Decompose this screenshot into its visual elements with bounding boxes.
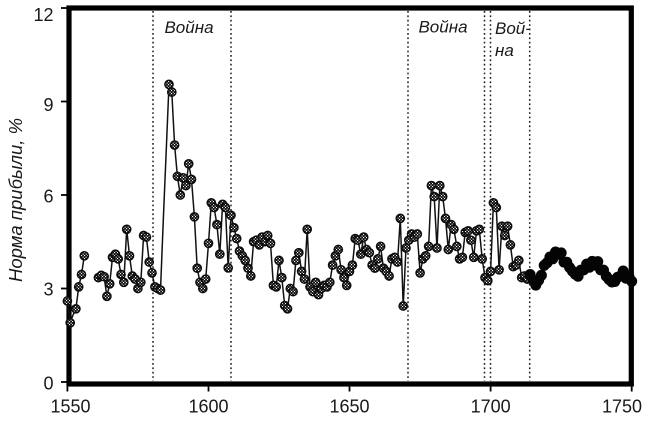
svg-text:9: 9 [43, 95, 53, 115]
svg-text:Война: Война [164, 18, 213, 37]
svg-text:1600: 1600 [188, 397, 228, 417]
svg-text:12: 12 [33, 5, 53, 25]
svg-text:0: 0 [43, 374, 53, 394]
svg-text:1650: 1650 [329, 397, 369, 417]
svg-text:Война: Война [418, 18, 467, 37]
svg-text:на: на [495, 41, 514, 60]
svg-text:Вой-: Вой- [495, 19, 531, 38]
svg-text:1550: 1550 [50, 397, 90, 417]
svg-text:Норма прибыли, %: Норма прибыли, % [5, 118, 26, 282]
svg-text:3: 3 [43, 280, 53, 300]
svg-text:1750: 1750 [602, 397, 642, 417]
svg-text:6: 6 [43, 187, 53, 207]
svg-text:1700: 1700 [471, 397, 511, 417]
